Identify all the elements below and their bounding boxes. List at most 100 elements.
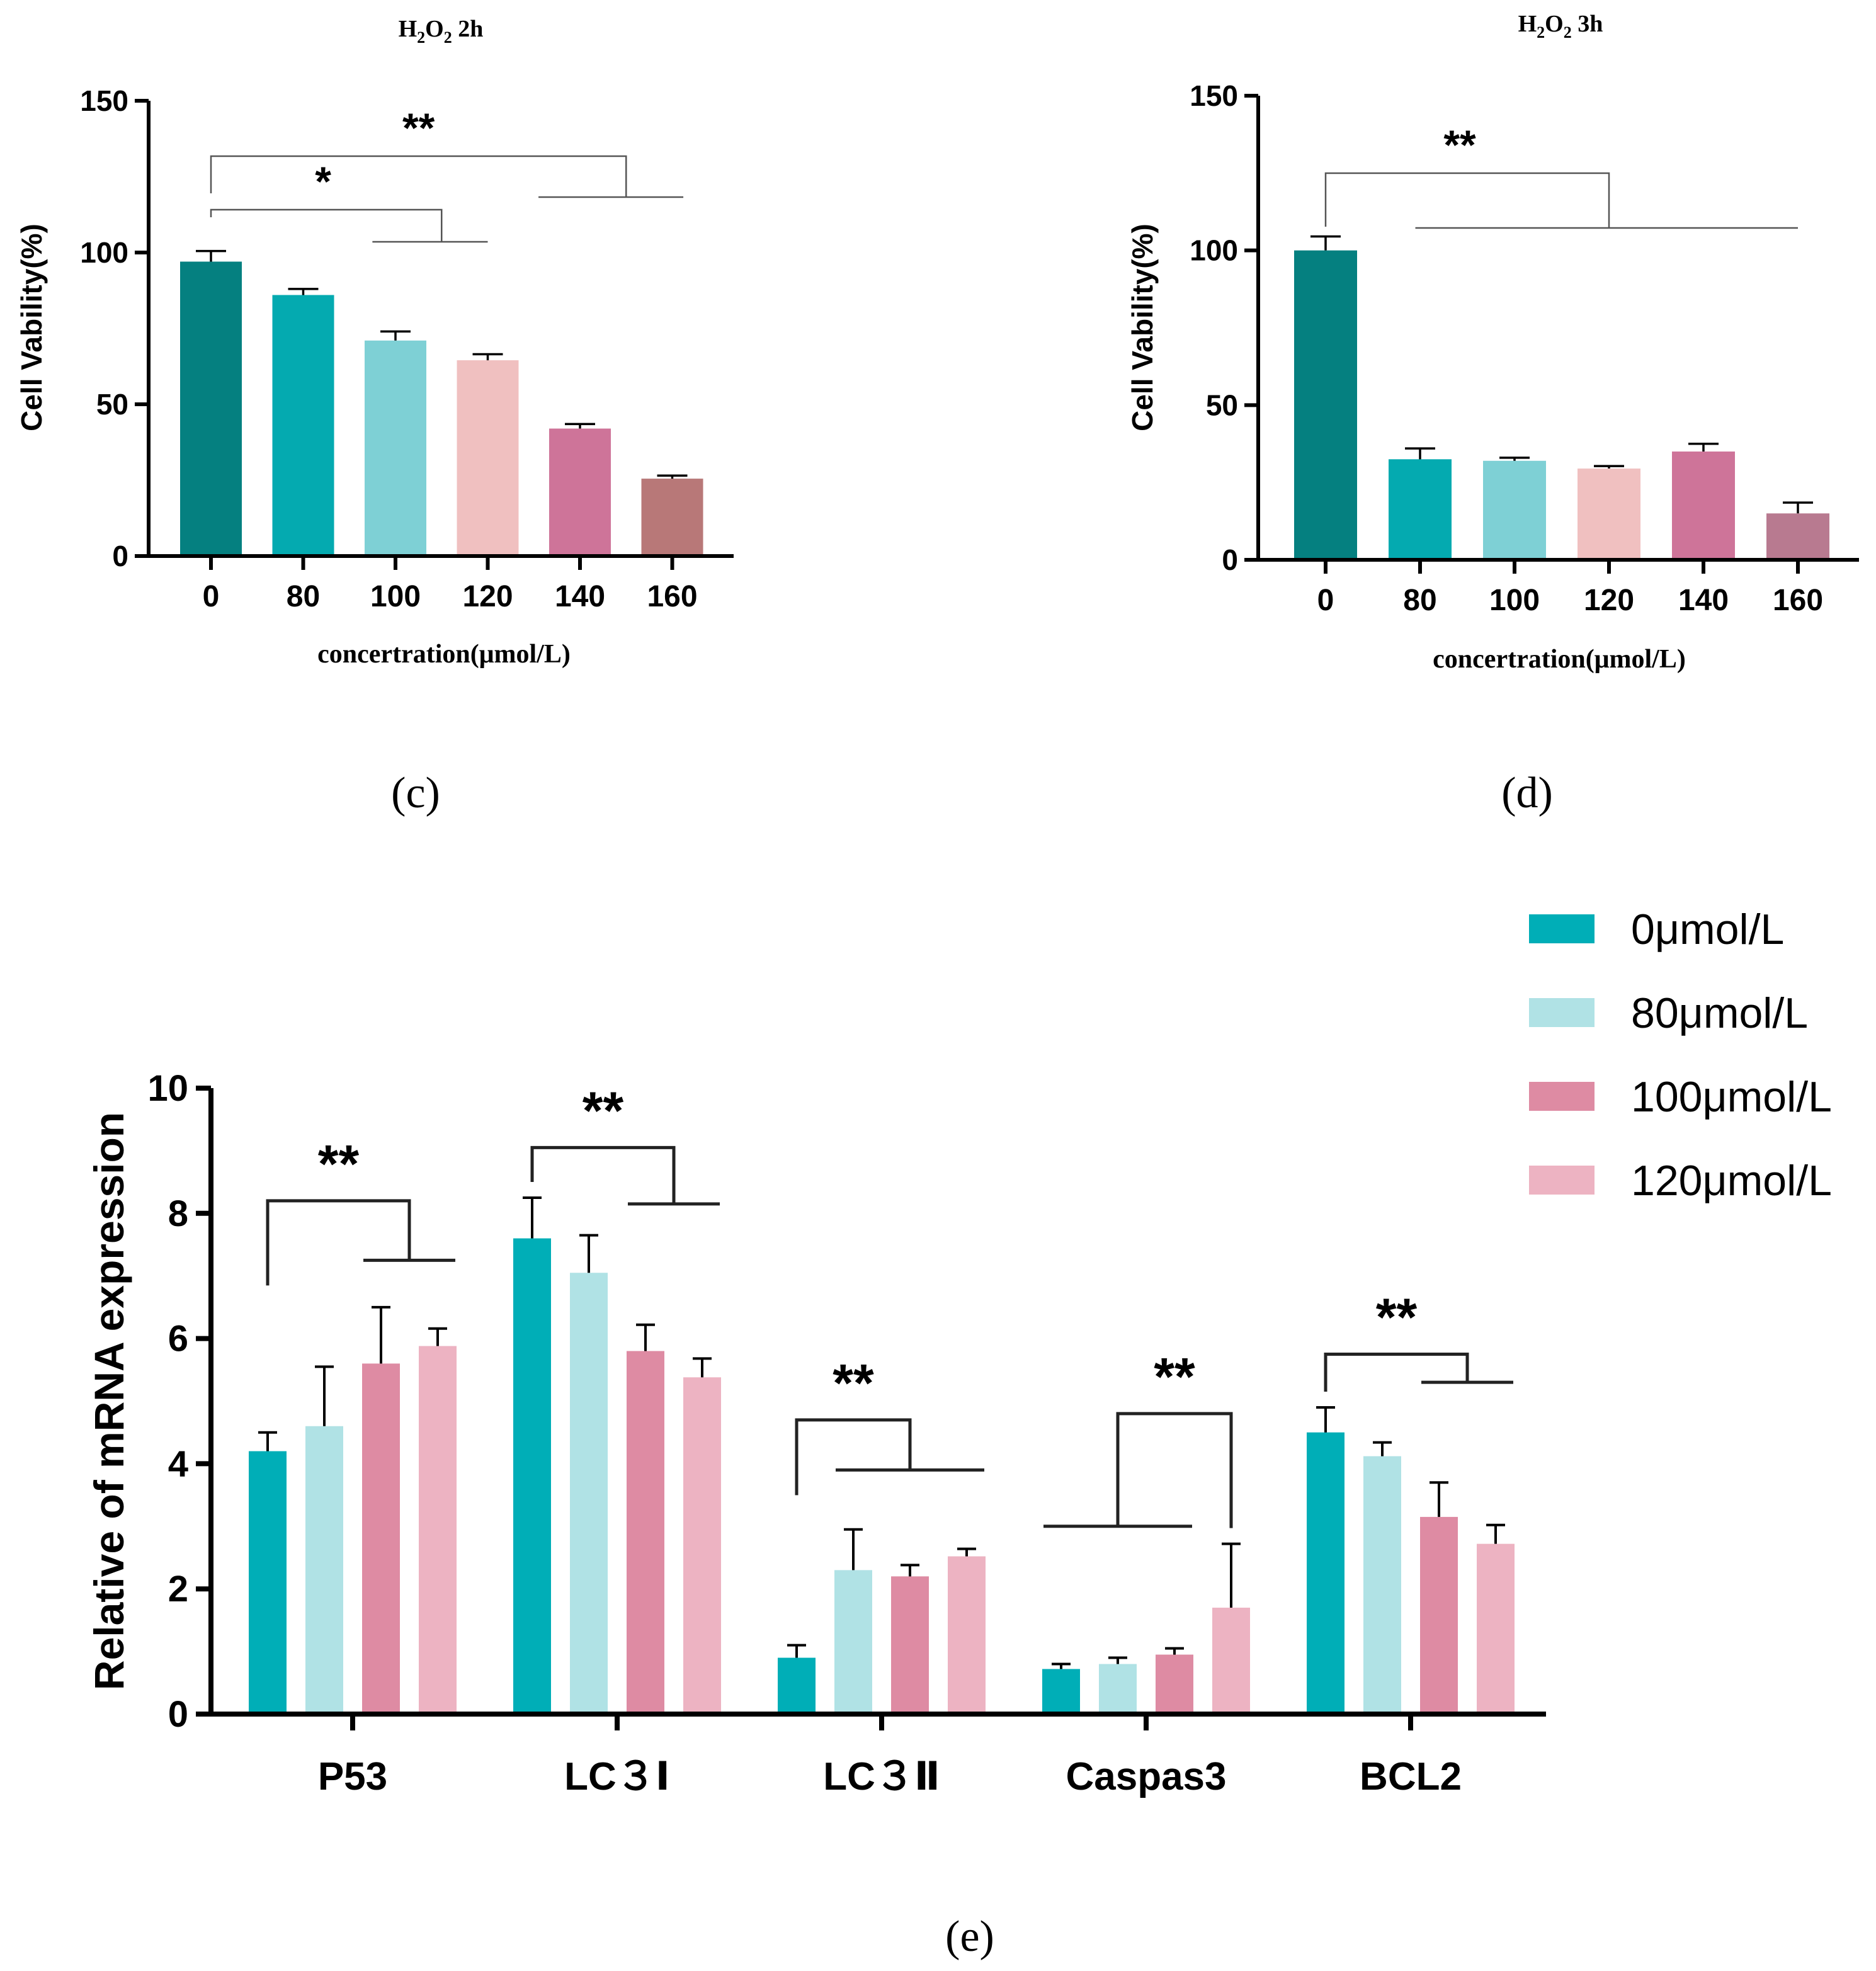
panel-d-title: H2O2 3h <box>1518 11 1603 42</box>
y-tick-label: 4 <box>168 1443 188 1484</box>
x-tick-label: 0 <box>203 580 220 613</box>
error-bar <box>787 1644 806 1658</box>
bar <box>1307 1432 1344 1714</box>
y-tick-label: 150 <box>80 84 128 117</box>
bar <box>513 1238 551 1714</box>
panel-e-error-bars <box>258 1196 1505 1669</box>
error-bar <box>472 353 503 361</box>
panel-e-y-axis-label: Relative of mRNA expression <box>86 1112 132 1690</box>
bar <box>1766 513 1829 560</box>
error-bar <box>372 1305 390 1364</box>
error-bar <box>901 1564 919 1577</box>
error-bar <box>258 1431 277 1451</box>
x-tick-label: 140 <box>1678 584 1729 617</box>
x-tick-label: 80 <box>287 580 320 613</box>
error-bar <box>1594 465 1624 469</box>
legend-swatch <box>1529 914 1595 943</box>
x-tick-label: 120 <box>1584 584 1634 617</box>
x-tick-label: 120 <box>462 580 513 613</box>
error-bar <box>1052 1662 1071 1669</box>
x-tick-label: LC３Ⅱ <box>823 1755 940 1798</box>
panel-c-y-axis-label: Cell Vability(%) <box>15 224 48 431</box>
y-tick-label: 8 <box>168 1193 188 1234</box>
bar <box>1042 1669 1080 1714</box>
y-tick-label: 0 <box>1222 543 1238 576</box>
bar <box>891 1576 929 1714</box>
error-bar <box>1783 501 1813 514</box>
significance-bracket <box>1116 1412 1233 1528</box>
panel-e-axes <box>208 1088 1546 1717</box>
significance-stars: ** <box>1154 1347 1195 1406</box>
panel-c-x-axis-label: concertration(μmol/L) <box>317 640 571 669</box>
legend-swatch <box>1529 1166 1595 1195</box>
bar <box>419 1346 457 1714</box>
panel-c-axes <box>147 101 734 558</box>
bar <box>641 479 703 556</box>
error-bar <box>957 1547 976 1557</box>
significance-bracket <box>1324 172 1610 228</box>
panel-d-x-ticks: 0 80 100 120 140 160 <box>1317 560 1823 617</box>
error-bar <box>1316 1406 1335 1433</box>
y-tick-label: 50 <box>96 388 128 421</box>
x-tick-label: 100 <box>370 580 421 613</box>
bar <box>778 1657 816 1714</box>
panel-c-bars <box>180 261 703 556</box>
y-tick-label: 6 <box>168 1319 188 1360</box>
error-bar <box>579 1234 598 1273</box>
significance-stars: * <box>315 158 331 205</box>
error-bar <box>657 474 688 479</box>
panel-c-x-ticks: 0 80 100 120 140 160 <box>203 556 698 613</box>
panel-d-label: (d) <box>1501 769 1553 817</box>
y-tick-label: 150 <box>1190 79 1238 112</box>
legend-swatch <box>1529 1082 1595 1111</box>
panel-e-significance: ** ** ** ** ** <box>266 1081 1513 1528</box>
error-bar <box>523 1196 542 1239</box>
y-tick-label: 2 <box>168 1569 188 1610</box>
panel-c-significance: *** <box>210 105 684 243</box>
x-tick-label: 160 <box>1773 584 1823 617</box>
error-bar <box>844 1528 863 1571</box>
panel-d-y-axis-label: Cell Vability(%) <box>1126 224 1159 431</box>
bar <box>948 1556 986 1714</box>
significance-stars: ** <box>833 1353 874 1412</box>
bar <box>272 295 334 556</box>
x-tick-label: LC３Ⅰ <box>564 1755 670 1798</box>
panel-e-legend: 0μmol/L 80μmol/L 100μmol/L 120μmol/L <box>1529 906 1832 1205</box>
bar <box>627 1351 664 1714</box>
error-bar <box>1486 1523 1505 1544</box>
legend-label: 100μmol/L <box>1631 1073 1832 1121</box>
error-bar <box>1310 235 1341 251</box>
panel-d-chart: H2O2 3h Cell Vability(%) 0 50 100 150 ** 0 8… <box>1126 11 1859 817</box>
bar <box>683 1377 721 1714</box>
error-bar <box>315 1365 334 1426</box>
significance-bracket <box>266 1199 411 1286</box>
y-tick-label: 0 <box>168 1694 188 1735</box>
panel-c-title: H2O2 2h <box>399 16 484 47</box>
error-bar <box>1499 457 1530 461</box>
error-bar <box>1108 1656 1127 1664</box>
x-tick-label: 80 <box>1403 584 1436 617</box>
error-bar <box>1165 1647 1184 1655</box>
panel-d-y-ticks: 0 50 100 150 <box>1190 79 1258 576</box>
significance-stars: ** <box>318 1134 360 1193</box>
significance-bracket <box>1324 1352 1469 1392</box>
bar <box>1212 1608 1250 1714</box>
bar <box>1363 1456 1401 1714</box>
error-bar <box>1373 1441 1392 1457</box>
panel-e-bars <box>249 1238 1515 1714</box>
bar <box>570 1273 608 1714</box>
panel-c-label: (c) <box>391 769 440 817</box>
error-bar <box>380 330 411 341</box>
panel-d-bars <box>1294 250 1829 560</box>
error-bar <box>1222 1542 1241 1608</box>
bar <box>362 1363 400 1714</box>
legend-label: 0μmol/L <box>1631 906 1784 953</box>
panel-d-axes <box>1256 96 1859 562</box>
x-tick-label: 140 <box>555 580 605 613</box>
legend-label: 80μmol/L <box>1631 989 1808 1037</box>
legend-label: 120μmol/L <box>1631 1157 1832 1205</box>
bar <box>1420 1516 1458 1714</box>
y-tick-label: 50 <box>1206 389 1238 421</box>
significance-stars: ** <box>402 105 435 151</box>
